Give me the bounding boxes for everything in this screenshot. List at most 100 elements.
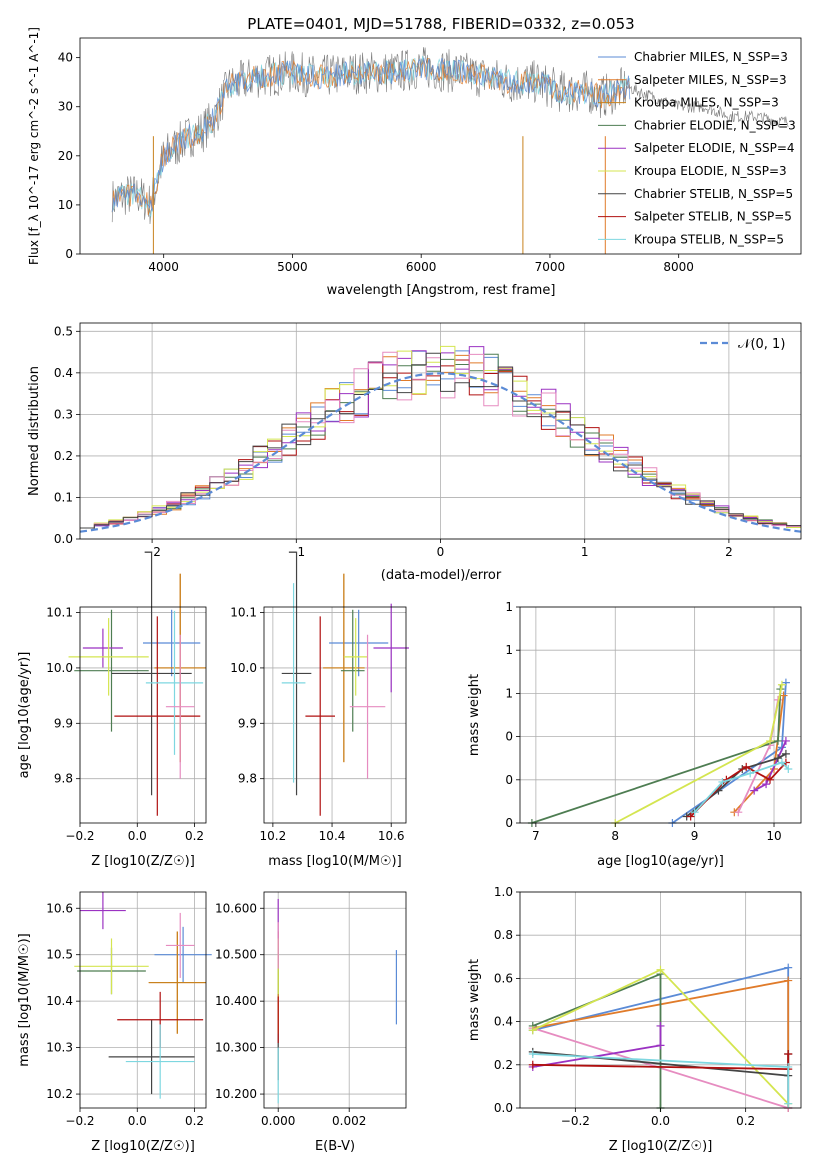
y-tick-label: 10.2 xyxy=(46,1087,73,1101)
y-axis-label: mass weight xyxy=(467,959,482,1041)
y-tick-label: 10.6 xyxy=(46,901,73,915)
y-tick-label: 20 xyxy=(58,149,73,163)
mass-weight-marker xyxy=(734,808,743,817)
legend-label: Salpeter MILES, N_SSP=3 xyxy=(634,73,787,87)
x-tick-label: 0.2 xyxy=(736,1114,755,1128)
y-axis-label: mass [log10(M/M☉)] xyxy=(17,933,32,1066)
y-tick-label: 40 xyxy=(58,51,73,65)
x-axis-label: Z [log10(Z/Z☉)] xyxy=(91,854,195,869)
x-axis-label: wavelength [Angstrom, rest frame] xyxy=(327,283,556,298)
y-axis-label: age [log10(age/yr)] xyxy=(17,652,32,779)
x-tick-label: −0.2 xyxy=(65,829,94,843)
panel-massweight-vs-age xyxy=(520,606,801,827)
legend-label: Kroupa STELIB, N_SSP=5 xyxy=(634,232,784,246)
x-tick-label: 7000 xyxy=(535,260,566,274)
x-tick-label: 0 xyxy=(437,545,445,559)
mass-weight-marker xyxy=(742,762,751,771)
mass-weight-marker xyxy=(777,758,786,767)
mass-weight-marker xyxy=(528,1026,537,1035)
panel-massweight-vs-Z xyxy=(520,891,801,1112)
y-tick-label: 9.8 xyxy=(54,772,73,786)
y-tick-label: 0.6 xyxy=(494,971,513,985)
y-tick-label: 10.500 xyxy=(215,948,257,962)
mass-weight-marker xyxy=(656,965,665,974)
mass-weight-marker xyxy=(784,976,793,985)
x-tick-label: 10.2 xyxy=(260,829,287,843)
x-tick-label: 10.6 xyxy=(378,829,405,843)
panel-mass-vs-EBV xyxy=(264,892,406,1108)
x-tick-label: 8000 xyxy=(663,260,694,274)
legend-label: Chabrier STELIB, N_SSP=5 xyxy=(634,187,793,201)
figure-title: PLATE=0401, MJD=51788, FIBERID=0332, z=0… xyxy=(247,15,634,33)
x-axis-label: (data-model)/error xyxy=(381,568,502,583)
mass-weight-line xyxy=(737,699,779,813)
mass-weight-line xyxy=(686,753,787,818)
mass-weight-marker xyxy=(777,680,786,689)
mass-weight-marker xyxy=(781,749,790,758)
legend-label: Kroupa ELODIE, N_SSP=3 xyxy=(634,164,787,178)
mass-weight-marker xyxy=(766,736,775,745)
x-tick-label: −0.2 xyxy=(561,1114,590,1128)
mass-weight-marker xyxy=(773,736,782,745)
y-axis-label: Flux [f_λ 10^-17 erg cm^-2 s^-1 A^-1] xyxy=(27,27,41,265)
mass-weight-marker xyxy=(781,736,790,745)
x-tick-label: 4000 xyxy=(148,260,179,274)
y-tick-label: 0.5 xyxy=(54,324,73,338)
mass-weight-marker xyxy=(766,775,775,784)
y-tick-label: 1 xyxy=(505,686,513,700)
panel-age-vs-Z xyxy=(68,551,206,823)
legend-label: Chabrier MILES, N_SSP=3 xyxy=(634,50,788,64)
x-tick-label: 2 xyxy=(725,545,733,559)
mass-weight-marker xyxy=(784,1050,793,1058)
y-tick-label: 9.9 xyxy=(54,716,73,730)
y-tick-label: 9.8 xyxy=(238,772,257,786)
panel-mass-vs-Z xyxy=(74,892,212,1108)
y-tick-label: 0 xyxy=(505,773,513,787)
y-tick-label: 10.400 xyxy=(215,994,257,1008)
y-tick-label: 0.0 xyxy=(494,1101,513,1115)
y-tick-label: 0.3 xyxy=(54,407,73,421)
mass-weight-line xyxy=(532,1025,662,1068)
mass-weight-marker xyxy=(746,769,755,778)
x-axis-label: E(B-V) xyxy=(315,1139,355,1154)
y-tick-label: 10.0 xyxy=(230,661,257,675)
y-axis-label: Normed distribution xyxy=(27,366,42,496)
legend-label: Kroupa MILES, N_SSP=3 xyxy=(634,96,779,110)
x-axis-label: mass [log10(M/M☉)] xyxy=(268,854,401,869)
y-axis-label: mass weight xyxy=(467,674,482,756)
mass-weight-marker xyxy=(686,812,695,821)
x-tick-label: 1 xyxy=(581,545,589,559)
mass-weight-marker xyxy=(784,1099,793,1108)
x-tick-label: 9 xyxy=(691,829,699,843)
legend-label: 𝒩(0, 1) xyxy=(738,337,785,352)
mass-weight-marker xyxy=(528,1060,537,1069)
y-tick-label: 10.5 xyxy=(46,948,73,962)
x-tick-label: 0.2 xyxy=(185,1114,204,1128)
legend-label: Chabrier ELODIE, N_SSP=3 xyxy=(634,118,796,132)
panel-spectrum xyxy=(111,47,789,254)
x-axis-label: age [log10(age/yr)] xyxy=(597,854,724,869)
y-tick-label: 10.4 xyxy=(46,994,73,1008)
x-tick-label: 6000 xyxy=(406,260,437,274)
y-tick-label: 10.3 xyxy=(46,1041,73,1055)
mass-weight-marker xyxy=(656,1041,665,1050)
y-tick-label: 0.0 xyxy=(54,532,73,546)
x-tick-label: 7 xyxy=(532,829,540,843)
y-tick-label: 9.9 xyxy=(238,716,257,730)
x-tick-label: 5000 xyxy=(277,260,308,274)
y-tick-label: 10.1 xyxy=(230,606,257,620)
mass-weight-marker xyxy=(784,1062,793,1071)
y-tick-label: 10.0 xyxy=(46,661,73,675)
x-tick-label: 0.2 xyxy=(185,829,204,843)
legend-label: Salpeter STELIB, N_SSP=5 xyxy=(634,210,792,224)
y-tick-label: 0.2 xyxy=(54,449,73,463)
y-tick-label: 0.4 xyxy=(54,366,73,380)
axes-frame xyxy=(79,891,207,1109)
mass-weight-line xyxy=(614,684,783,824)
y-tick-label: 30 xyxy=(58,100,73,114)
mass-weight-marker xyxy=(773,754,782,763)
mass-weight-marker xyxy=(784,963,793,972)
normal-curve xyxy=(79,372,802,533)
y-tick-label: 1 xyxy=(505,600,513,614)
